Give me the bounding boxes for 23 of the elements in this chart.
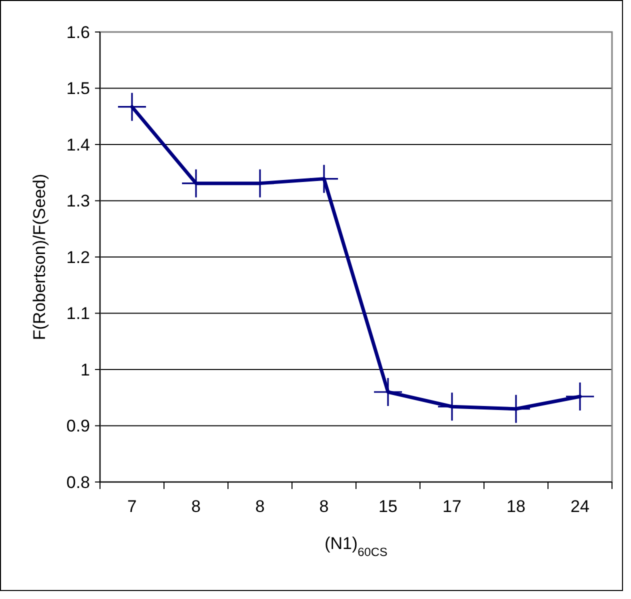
y-tick-label: 1.2 bbox=[66, 248, 90, 267]
x-tick-label: 8 bbox=[255, 497, 265, 516]
y-tick-label: 1.5 bbox=[66, 79, 90, 98]
x-tick-label: 18 bbox=[506, 497, 526, 516]
x-tick-label: 8 bbox=[191, 497, 201, 516]
y-tick-label: 1.6 bbox=[66, 22, 90, 42]
y-tick-label: 1.1 bbox=[66, 304, 90, 324]
point bbox=[374, 378, 402, 406]
point bbox=[118, 92, 146, 121]
y-tick-label: 1.4 bbox=[66, 135, 90, 154]
y-tick-label: 0.9 bbox=[66, 416, 90, 436]
y-tick-label: 0.8 bbox=[66, 472, 90, 492]
y-tick-label: 1 bbox=[80, 360, 90, 380]
x-tick-label: 17 bbox=[442, 497, 462, 516]
x-tick-label: 24 bbox=[570, 497, 590, 516]
y-axis-title: F(Robertson)/F(Seed) bbox=[30, 174, 49, 340]
x-axis-title: (N1)$_{60CS}$ bbox=[324, 534, 388, 559]
point bbox=[310, 164, 338, 193]
x-tick-label: 7 bbox=[127, 497, 137, 516]
x-tick-label: 8 bbox=[319, 497, 329, 516]
point bbox=[566, 382, 594, 410]
y-tick-label: 1.3 bbox=[66, 192, 90, 211]
x-tick-label: 15 bbox=[378, 497, 398, 516]
